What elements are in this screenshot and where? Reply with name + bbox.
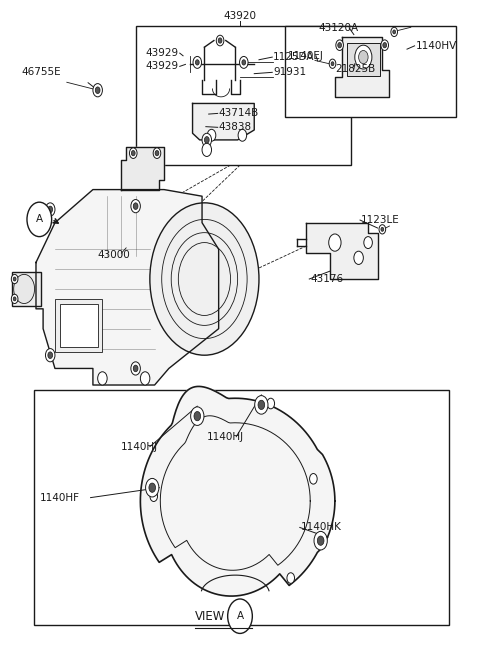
Bar bbox=[60, 304, 97, 347]
Circle shape bbox=[150, 491, 157, 502]
Circle shape bbox=[354, 251, 363, 265]
Circle shape bbox=[228, 599, 252, 633]
Text: 43714B: 43714B bbox=[219, 108, 259, 118]
Circle shape bbox=[329, 59, 336, 68]
Circle shape bbox=[27, 202, 52, 236]
Circle shape bbox=[48, 206, 53, 213]
Circle shape bbox=[379, 224, 385, 234]
Circle shape bbox=[364, 236, 372, 248]
Text: 1140HK: 1140HK bbox=[301, 522, 342, 532]
Circle shape bbox=[238, 130, 247, 141]
Circle shape bbox=[195, 59, 199, 65]
Circle shape bbox=[140, 372, 150, 385]
Circle shape bbox=[46, 203, 55, 216]
Circle shape bbox=[255, 395, 268, 414]
Circle shape bbox=[204, 136, 209, 143]
Circle shape bbox=[12, 275, 18, 284]
Circle shape bbox=[194, 411, 201, 421]
Text: 1125DA: 1125DA bbox=[273, 52, 315, 62]
Circle shape bbox=[239, 607, 246, 617]
Circle shape bbox=[287, 572, 295, 583]
Polygon shape bbox=[140, 386, 335, 596]
Text: 21825B: 21825B bbox=[335, 64, 375, 74]
Circle shape bbox=[338, 43, 342, 48]
Text: 43838: 43838 bbox=[219, 122, 252, 132]
Bar bbox=[285, 26, 456, 117]
Circle shape bbox=[46, 349, 55, 362]
Circle shape bbox=[218, 38, 222, 43]
Text: 1140EJ: 1140EJ bbox=[288, 51, 324, 61]
Circle shape bbox=[314, 532, 327, 550]
Circle shape bbox=[150, 203, 259, 355]
Circle shape bbox=[96, 87, 100, 94]
Circle shape bbox=[393, 30, 396, 34]
Circle shape bbox=[202, 134, 212, 146]
Text: 91931: 91931 bbox=[273, 67, 306, 77]
Circle shape bbox=[131, 200, 140, 213]
Circle shape bbox=[381, 227, 384, 231]
Circle shape bbox=[240, 56, 248, 68]
Bar bbox=[55, 299, 102, 352]
Text: 1140HJ: 1140HJ bbox=[120, 442, 157, 452]
Circle shape bbox=[13, 297, 16, 301]
Circle shape bbox=[130, 148, 137, 158]
Circle shape bbox=[329, 234, 341, 251]
Text: 1123LE: 1123LE bbox=[361, 215, 400, 225]
Circle shape bbox=[336, 40, 343, 51]
Text: A: A bbox=[36, 214, 43, 224]
Circle shape bbox=[191, 407, 204, 426]
Circle shape bbox=[216, 35, 224, 46]
Text: 43176: 43176 bbox=[310, 274, 343, 284]
Text: A: A bbox=[237, 611, 243, 621]
Circle shape bbox=[310, 474, 317, 484]
Bar bbox=[34, 390, 449, 625]
Circle shape bbox=[93, 84, 102, 97]
Circle shape bbox=[153, 148, 161, 158]
Circle shape bbox=[149, 483, 156, 492]
Text: 1140HV: 1140HV bbox=[416, 41, 457, 51]
Circle shape bbox=[48, 352, 53, 359]
Text: VIEW: VIEW bbox=[195, 610, 225, 623]
Text: 43000: 43000 bbox=[97, 250, 131, 259]
Text: 43929: 43929 bbox=[145, 61, 178, 71]
Circle shape bbox=[133, 203, 138, 210]
Circle shape bbox=[267, 398, 275, 409]
Text: 43120A: 43120A bbox=[318, 23, 359, 33]
Circle shape bbox=[12, 294, 18, 303]
Circle shape bbox=[207, 130, 216, 141]
Circle shape bbox=[193, 56, 202, 68]
Circle shape bbox=[202, 143, 212, 156]
Circle shape bbox=[359, 51, 368, 63]
Circle shape bbox=[381, 40, 388, 51]
Text: 1140HJ: 1140HJ bbox=[207, 432, 244, 442]
Text: 46755E: 46755E bbox=[22, 67, 61, 77]
Circle shape bbox=[331, 61, 334, 65]
Polygon shape bbox=[36, 190, 219, 385]
Circle shape bbox=[133, 365, 138, 372]
Text: 43929: 43929 bbox=[145, 48, 178, 58]
Text: 1140HF: 1140HF bbox=[40, 492, 80, 502]
Polygon shape bbox=[306, 222, 378, 279]
Circle shape bbox=[242, 59, 246, 65]
Polygon shape bbox=[192, 104, 254, 140]
Circle shape bbox=[13, 277, 16, 281]
Polygon shape bbox=[121, 146, 164, 190]
Circle shape bbox=[131, 362, 140, 375]
Circle shape bbox=[14, 275, 35, 303]
Bar bbox=[12, 273, 41, 305]
Polygon shape bbox=[335, 37, 389, 97]
Circle shape bbox=[258, 400, 264, 409]
Circle shape bbox=[132, 150, 135, 156]
Circle shape bbox=[317, 536, 324, 545]
Bar bbox=[347, 43, 380, 75]
Circle shape bbox=[383, 43, 386, 48]
Circle shape bbox=[97, 372, 107, 385]
Circle shape bbox=[391, 27, 397, 37]
Text: 43920: 43920 bbox=[224, 11, 256, 21]
Bar bbox=[136, 26, 351, 165]
Circle shape bbox=[145, 478, 159, 497]
Circle shape bbox=[355, 45, 372, 69]
Circle shape bbox=[155, 150, 159, 156]
